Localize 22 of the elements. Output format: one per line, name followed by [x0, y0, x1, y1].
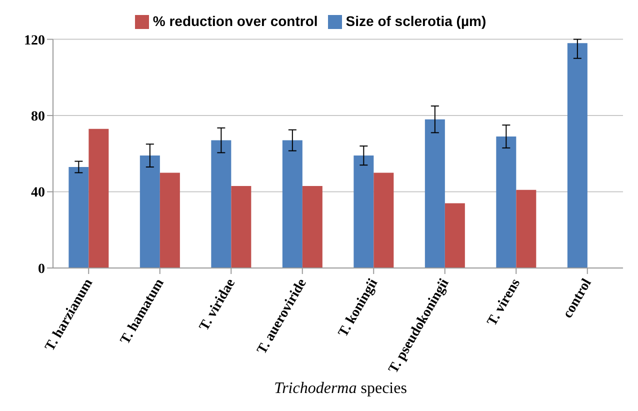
- y-tick-label: 40: [31, 186, 45, 201]
- bar: [68, 166, 89, 268]
- bar: [140, 156, 160, 268]
- bar: [444, 203, 465, 268]
- bar: [231, 186, 252, 268]
- bar: [374, 172, 394, 268]
- bar: [424, 119, 445, 268]
- y-tick-label: 0: [38, 262, 45, 277]
- bar: [567, 43, 588, 268]
- legend-label: % reduction over control: [152, 13, 318, 29]
- bar: [354, 156, 374, 268]
- y-tick-label: 120: [24, 33, 45, 48]
- y-tick-label: 80: [31, 110, 45, 124]
- bar: [496, 136, 516, 268]
- bar: [302, 186, 322, 268]
- bar: [282, 140, 302, 268]
- bar: [160, 172, 180, 268]
- x-axis-title: Trichoderma species: [273, 380, 408, 398]
- bar: [88, 128, 109, 268]
- legend-label: Size of sclerotia (µm): [346, 13, 486, 29]
- bar: [516, 190, 536, 268]
- bar: [211, 140, 232, 268]
